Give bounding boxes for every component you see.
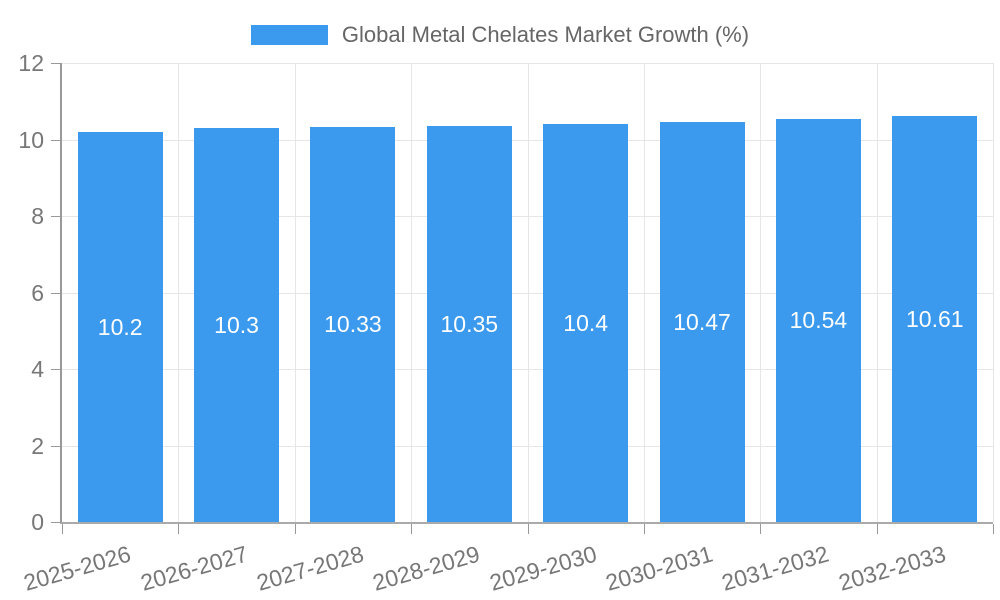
bar[interactable] (310, 126, 396, 522)
bar[interactable] (426, 126, 512, 522)
y-tick-label: 2 (31, 432, 44, 459)
bar[interactable] (892, 116, 978, 522)
y-tick-mark (51, 292, 61, 294)
x-tick-mark (876, 524, 878, 534)
gridline-v (760, 63, 762, 522)
bar[interactable] (543, 124, 629, 522)
y-tick-label: 4 (31, 356, 44, 382)
x-tick-mark (760, 524, 762, 534)
x-tick-mark (643, 524, 645, 534)
y-tick-label: 12 (18, 50, 44, 76)
x-tick-mark (993, 524, 994, 534)
gridline-v (876, 63, 878, 522)
gridline-v (178, 63, 180, 522)
bar-value-label: 10.33 (324, 311, 382, 338)
legend-swatch-icon (250, 25, 328, 45)
y-tick-label: 6 (31, 279, 44, 306)
y-tick-mark (51, 63, 61, 64)
y-tick-mark (51, 139, 61, 141)
x-tick-mark (527, 524, 529, 534)
legend-label: Global Metal Chelates Market Growth (%) (341, 22, 750, 47)
y-tick-mark (51, 216, 61, 217)
y-tick-mark (51, 445, 61, 447)
legend[interactable]: Global Metal Chelates Market Growth (%) (0, 22, 1000, 48)
gridline-v (294, 63, 296, 522)
gridline-v (643, 63, 645, 522)
bar[interactable] (775, 118, 861, 522)
bar-value-label: 10.54 (789, 307, 848, 334)
y-axis-line (60, 63, 62, 524)
x-tick-mark (294, 524, 296, 534)
x-tick-mark (411, 524, 413, 534)
y-tick-label: 0 (31, 509, 44, 535)
bar-value-label: 10.2 (97, 313, 143, 340)
bar-value-label: 10.4 (563, 310, 609, 337)
bar[interactable] (194, 128, 280, 522)
bar[interactable] (659, 121, 745, 522)
bar-value-label: 10.35 (440, 311, 499, 338)
x-axis-line (60, 522, 993, 524)
bar-value-label: 10.61 (906, 306, 964, 333)
plot-area: 0 2 4 6 8 10 12 10.2 10.3 10.33 10.35 10.4 10.47 10.5… (18, 50, 994, 596)
bar-value-label: 10.47 (673, 308, 731, 335)
bar[interactable] (77, 131, 163, 522)
gridline-v (993, 63, 994, 522)
y-tick-label: 8 (31, 203, 44, 229)
y-tick-mark (51, 522, 61, 523)
gridline-v (527, 63, 529, 522)
y-tick-label: 10 (18, 126, 44, 153)
bar-value-label: 10.3 (214, 312, 259, 338)
x-tick-mark (62, 524, 63, 534)
x-tick-mark (178, 524, 180, 534)
gridline-v (411, 63, 413, 522)
y-tick-mark (51, 369, 61, 370)
